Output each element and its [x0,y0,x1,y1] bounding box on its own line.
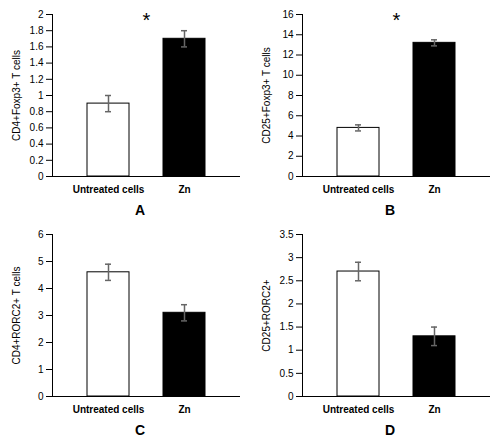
svg-text:0: 0 [288,171,294,182]
svg-text:0: 0 [288,391,294,402]
svg-text:3: 3 [288,252,294,263]
svg-text:5: 5 [38,256,44,267]
svg-text:0.6: 0.6 [30,122,44,133]
svg-text:Zn: Zn [428,404,440,415]
svg-text:1.8: 1.8 [30,25,44,36]
svg-text:Zn: Zn [428,184,440,195]
svg-text:Untreated cells: Untreated cells [73,184,145,195]
svg-text:4: 4 [288,130,294,141]
svg-text:2: 2 [288,150,294,161]
svg-text:0.2: 0.2 [30,155,44,166]
html-text:D: D [384,422,396,438]
svg-text:16: 16 [282,9,294,20]
svg-text:CD25+RORC2+: CD25+RORC2+ [261,279,272,351]
svg-text:0.4: 0.4 [30,138,44,149]
html-text:C: C [134,422,146,438]
svg-text:0: 0 [38,171,44,182]
svg-text:10: 10 [282,69,294,80]
html-text:A: A [134,202,146,218]
svg-text:6: 6 [38,229,44,240]
svg-text:Zn: Zn [178,184,190,195]
svg-text:CD25+Foxp3+ T cells: CD25+Foxp3+ T cells [261,47,272,143]
svg-text:1.5: 1.5 [280,321,294,332]
svg-text:0: 0 [38,391,44,402]
svg-text:Untreated cells: Untreated cells [323,404,395,415]
svg-text:1: 1 [38,90,44,101]
svg-text:1: 1 [38,364,44,375]
svg-text:0.5: 0.5 [280,368,294,379]
svg-text:1: 1 [288,344,294,355]
svg-text:Untreated cells: Untreated cells [73,404,145,415]
svg-text:8: 8 [288,90,294,101]
svg-text:*: * [393,9,401,31]
svg-text:4: 4 [38,283,44,294]
svg-text:14: 14 [282,29,294,40]
svg-text:1.6: 1.6 [30,41,44,52]
html-text:B: B [384,202,396,218]
svg-text:6: 6 [288,110,294,121]
svg-text:3: 3 [38,310,44,321]
svg-text:0.8: 0.8 [30,106,44,117]
svg-text:CD4+RORC2+ T cells: CD4+RORC2+ T cells [11,267,22,365]
svg-text:CD4+Foxp3+ T cells: CD4+Foxp3+ T cells [11,50,22,141]
svg-text:*: * [143,9,151,31]
svg-text:2: 2 [288,298,294,309]
svg-text:2: 2 [38,9,44,20]
svg-text:Zn: Zn [178,404,190,415]
svg-text:12: 12 [282,49,294,60]
svg-text:3.5: 3.5 [280,229,294,240]
svg-text:2.5: 2.5 [280,275,294,286]
svg-text:2: 2 [38,337,44,348]
svg-text:Untreated cells: Untreated cells [323,184,395,195]
svg-text:1.4: 1.4 [30,57,44,68]
svg-text:1.2: 1.2 [30,74,44,85]
